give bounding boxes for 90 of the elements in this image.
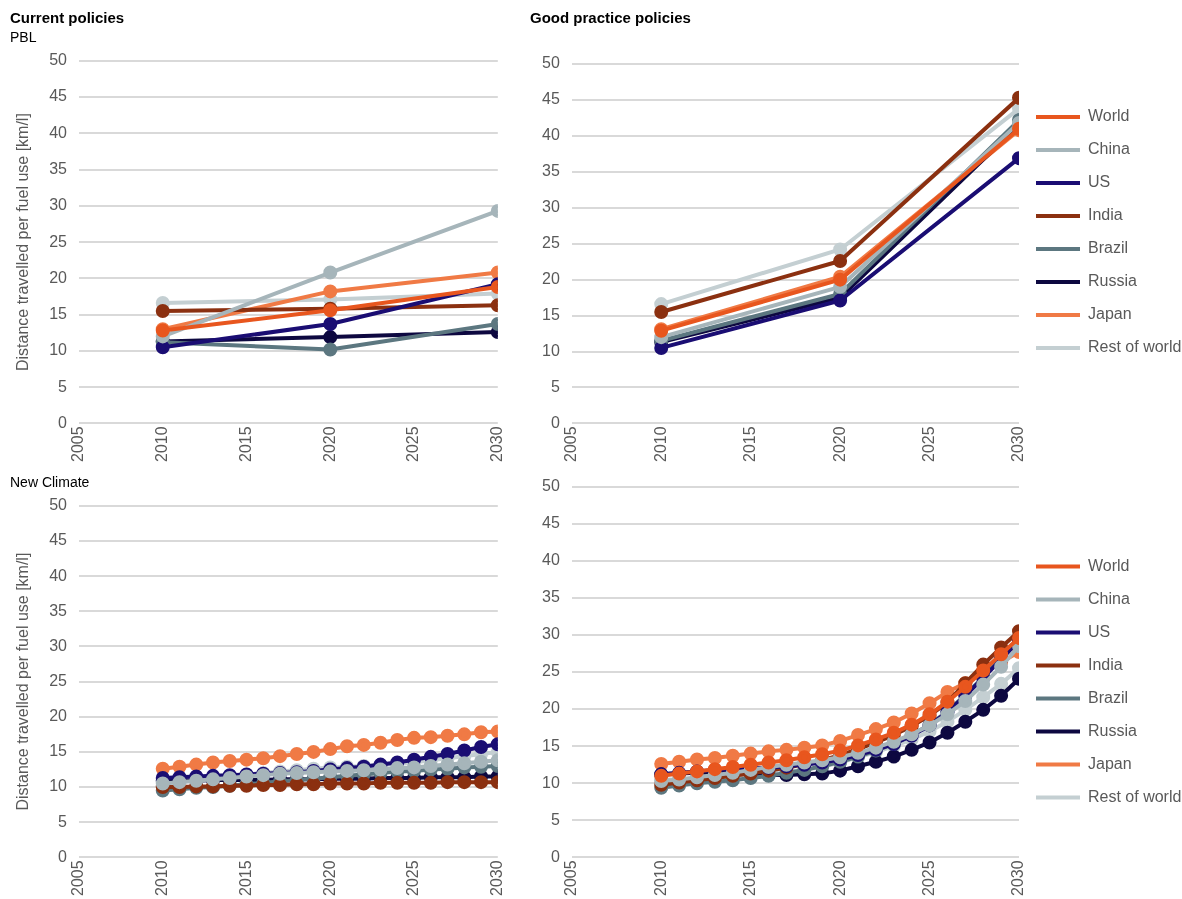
y-tick-label: 35 [49,601,68,619]
x-tick-label: 2025 [404,426,422,462]
chart-title: Good practice policies [530,9,691,27]
y-tick-label: 30 [49,196,68,214]
x-tick-label: 2025 [404,860,422,896]
x-tick-label: 2030 [1009,860,1027,896]
legend-label: China [1088,140,1130,158]
y-tick-label: 35 [49,159,68,177]
x-tick-label: 2015 [236,426,254,462]
x-tick-label: 2005 [562,426,580,462]
y-axis-title: Distance travelled per fuel use [km/l] [14,552,32,811]
y-tick-label: 45 [49,531,68,549]
y-tick-label: 20 [49,707,68,725]
y-tick-label: 0 [550,847,560,865]
x-tick-label: 2015 [741,860,759,896]
y-tick-label: 5 [550,810,560,828]
y-tick-label: 45 [542,90,560,108]
y-axis-title: Distance travelled per fuel use [km/l] [14,113,32,372]
y-tick-label: 30 [49,636,68,654]
x-tick-label: 2010 [651,860,669,896]
legend-label: Rest of world [1088,338,1182,356]
y-tick-label: 35 [542,588,560,606]
y-tick-label: 25 [542,662,560,680]
y-tick-label: 10 [542,773,560,791]
y-tick-label: 15 [542,305,560,323]
y-tick-label: 0 [58,413,68,431]
legend-label: World [1088,556,1130,574]
y-tick-label: 25 [542,234,560,252]
y-tick-label: 50 [542,54,560,72]
legend-label: Japan [1088,754,1132,772]
x-tick-label: 2015 [236,860,254,896]
x-tick-label: 2015 [741,426,759,462]
y-tick-label: 40 [542,551,560,569]
chart-subtitle: New Climate [10,474,90,491]
y-tick-label: 40 [49,123,68,141]
legend-label: India [1088,206,1123,224]
x-tick-label: 2030 [488,426,506,462]
legend-label: US [1088,622,1111,640]
x-tick-label: 2020 [830,426,848,462]
y-tick-label: 0 [58,847,68,865]
y-tick-label: 50 [542,477,560,495]
y-tick-label: 5 [58,812,68,830]
y-tick-label: 25 [49,232,68,250]
y-tick-label: 20 [542,270,560,288]
y-tick-label: 10 [49,777,68,795]
x-tick-label: 2025 [919,860,937,896]
x-tick-label: 2020 [320,860,338,896]
legend-label: Rest of world [1088,787,1182,805]
chart-title: Current policies [10,9,125,27]
x-tick-label: 2030 [488,860,506,896]
y-tick-label: 0 [550,413,560,431]
legend-label: China [1088,589,1130,607]
y-tick-label: 45 [49,87,68,105]
legend-label: World [1088,107,1130,125]
y-tick-label: 15 [49,305,68,323]
legend-label: Japan [1088,305,1132,323]
y-tick-label: 5 [550,377,560,395]
y-tick-label: 40 [542,126,560,144]
y-tick-label: 5 [58,377,68,395]
x-tick-label: 2005 [562,860,580,896]
y-tick-label: 40 [49,566,68,584]
y-tick-label: 10 [49,341,68,359]
legend-label: US [1088,173,1111,191]
y-tick-label: 50 [49,496,68,514]
x-tick-label: 2025 [919,426,937,462]
x-tick-label: 2010 [651,426,669,462]
y-tick-label: 30 [542,198,560,216]
x-tick-label: 2030 [1009,426,1027,462]
x-tick-label: 2010 [153,426,171,462]
legend-label: Brazil [1088,239,1129,257]
x-tick-label: 2005 [69,426,87,462]
y-tick-label: 45 [542,514,560,532]
y-tick-label: 25 [49,672,68,690]
legend-label: Russia [1088,272,1138,290]
y-tick-label: 10 [542,341,560,359]
y-tick-label: 35 [542,162,560,180]
x-tick-label: 2010 [153,860,171,896]
y-tick-label: 30 [542,625,560,643]
y-tick-label: 50 [49,51,68,69]
legend-label: India [1088,655,1123,673]
y-tick-label: 20 [542,699,560,717]
x-tick-label: 2005 [69,860,87,896]
chart-subtitle: PBL [10,29,37,46]
legend-label: Russia [1088,721,1138,739]
legend-label: Brazil [1088,688,1129,706]
y-tick-label: 15 [49,742,68,760]
x-tick-label: 2020 [320,426,338,462]
y-tick-label: 15 [542,736,560,754]
y-tick-label: 20 [49,268,68,286]
x-tick-label: 2020 [830,860,848,896]
